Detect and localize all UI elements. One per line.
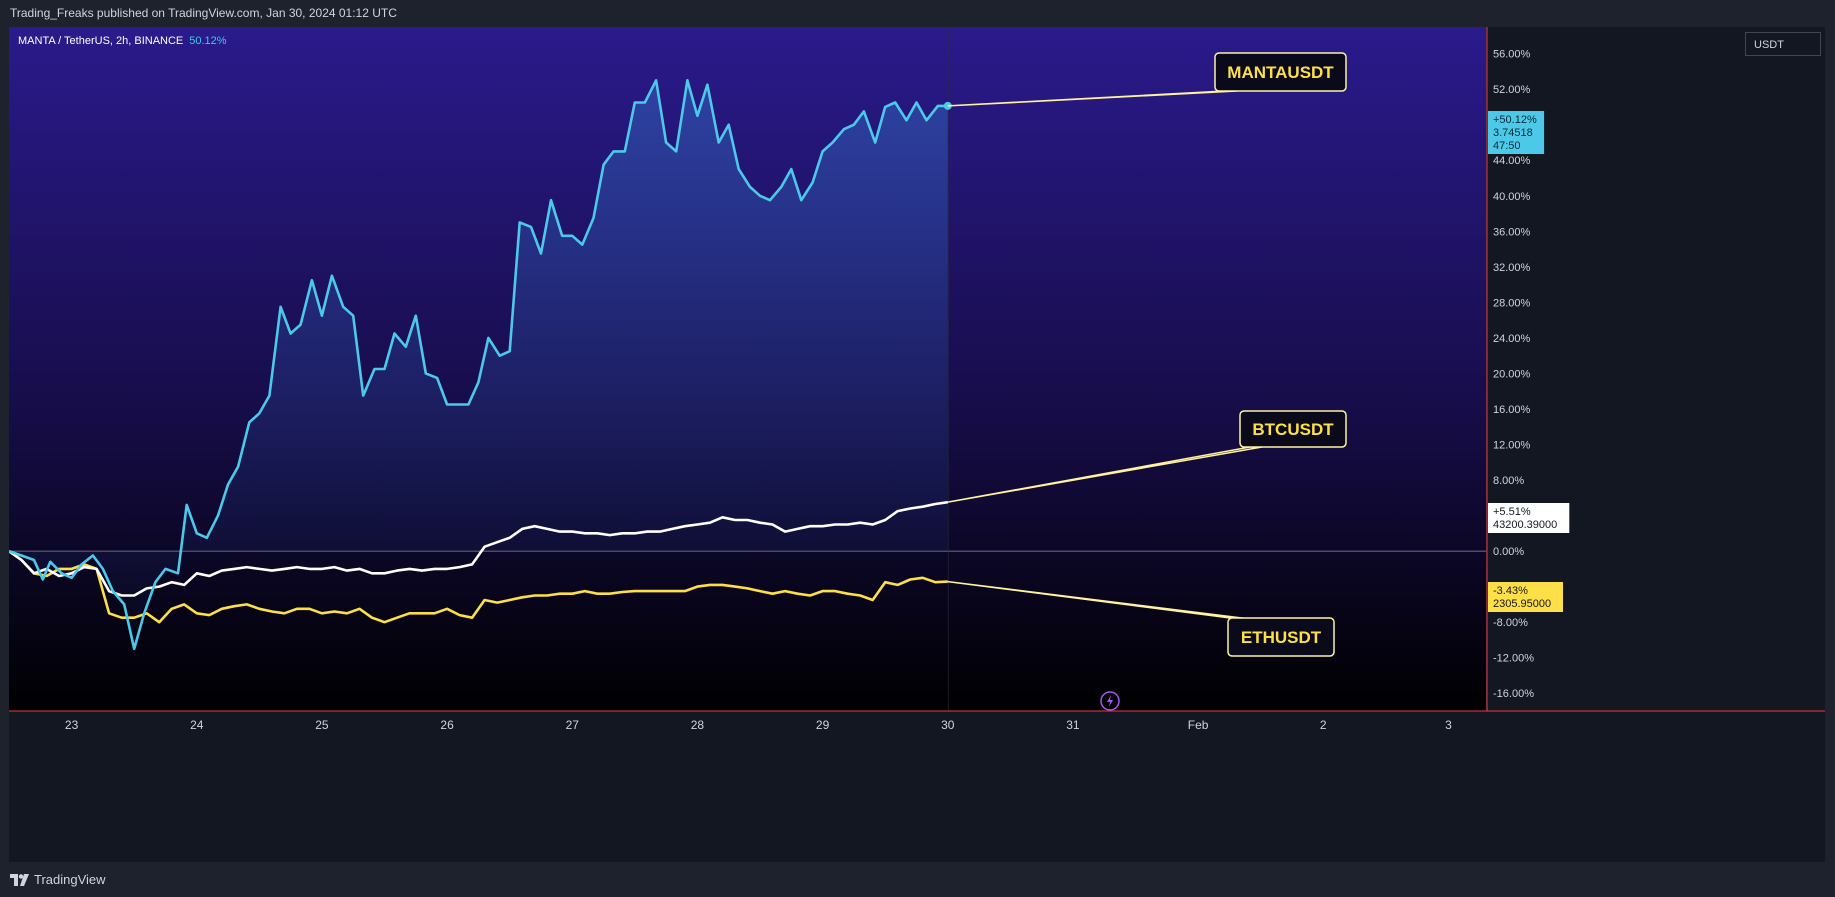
symbol-title: MANTA / TetherUS, 2h, BINANCE	[18, 35, 184, 47]
eth-price-badge-text: 2305.95000	[1493, 598, 1551, 610]
x-tick-label: 31	[1066, 718, 1080, 732]
series-line-ethusdt[interactable]	[9, 550, 948, 624]
y-tick-label: 28.00%	[1493, 297, 1531, 309]
x-tick-label: 29	[816, 718, 830, 732]
y-tick-label: 44.00%	[1493, 155, 1531, 167]
manta-price-badge-text: +50.12%	[1493, 114, 1537, 126]
eth-price-badge-text: -3.43%	[1493, 585, 1528, 597]
published-header: Trading_Freaks published on TradingView.…	[0, 0, 1835, 27]
published-text: Trading_Freaks published on TradingView.…	[10, 6, 397, 20]
tradingview-brand: TradingView	[34, 872, 106, 887]
currency-selector[interactable]: USDT	[1745, 32, 1821, 56]
lightning-icon[interactable]	[1100, 691, 1120, 711]
x-tick-label: 27	[566, 718, 580, 732]
manta-price-badge-text: 3.74518	[1493, 127, 1533, 139]
y-tick-label: 0.00%	[1493, 546, 1524, 558]
footer-bar: TradingView	[0, 862, 1835, 897]
callout-box[interactable]	[1239, 410, 1347, 448]
symbol-legend[interactable]: MANTA / TetherUS, 2h, BINANCE 50.12%	[18, 35, 227, 47]
btc-price-badge-text: 43200.39000	[1493, 519, 1557, 531]
x-tick-label: 24	[190, 718, 204, 732]
y-tick-label: 24.00%	[1493, 333, 1531, 345]
chart-area[interactable]: 56.00% 52.00% 44.00% 40.00% 36.00% 32.00% 28.0…	[9, 27, 1825, 862]
y-tick-label: 52.00%	[1493, 84, 1531, 96]
symbol-change: 50.12%	[189, 35, 227, 47]
btc-price-badge	[1488, 503, 1570, 533]
x-tick-label: 25	[315, 718, 329, 732]
last-bar-marker	[947, 27, 949, 711]
y-tick-label: -8.00%	[1493, 617, 1528, 629]
x-tick-label: 30	[941, 718, 955, 732]
x-tick-label: Feb	[1188, 718, 1209, 732]
btc-price-badge-text: +5.51%	[1493, 506, 1531, 518]
y-tick-label: 32.00%	[1493, 262, 1531, 274]
manta-price-badge	[1488, 111, 1545, 154]
manta-area-fill	[9, 80, 948, 649]
x-tick-label: 2	[1320, 718, 1327, 732]
y-tick-label: 20.00%	[1493, 368, 1531, 380]
time-axis-panel	[9, 711, 1825, 862]
tradingview-logo-icon	[10, 873, 29, 886]
y-tick-label: -16.00%	[1493, 688, 1534, 700]
series-line-btcusdt[interactable]	[9, 500, 948, 597]
x-tick-label: 3	[1445, 718, 1452, 732]
callout-label: BTCUSDT	[1252, 420, 1334, 439]
y-tick-label: 12.00%	[1493, 440, 1531, 452]
y-tick-label: 16.00%	[1493, 404, 1531, 416]
callout-label: ETHUSDT	[1241, 628, 1322, 647]
callout-box[interactable]	[1227, 617, 1335, 657]
x-tick-label: 23	[65, 718, 79, 732]
x-tick-label: 28	[691, 718, 705, 732]
eth-price-badge	[1488, 582, 1563, 612]
y-tick-label: 8.00%	[1493, 475, 1524, 487]
lightning-glyph	[1107, 695, 1113, 707]
y-tick-label: 36.00%	[1493, 226, 1531, 238]
y-tick-label: 56.00%	[1493, 49, 1531, 61]
chart-svg[interactable]: 56.00%52.00%44.00%40.00%36.00%32.00%28.0…	[9, 27, 1825, 862]
x-tick-label: 26	[440, 718, 454, 732]
callout-label: MANTAUSDT	[1227, 63, 1334, 82]
y-tick-label: 40.00%	[1493, 191, 1531, 203]
y-tick-label: -12.00%	[1493, 653, 1534, 665]
callout-box[interactable]	[1214, 52, 1347, 92]
manta-price-badge-text: 47:50	[1493, 140, 1521, 152]
series-line-mantausdt[interactable]	[9, 79, 948, 651]
tradingview-logo[interactable]: TradingView	[10, 872, 106, 887]
